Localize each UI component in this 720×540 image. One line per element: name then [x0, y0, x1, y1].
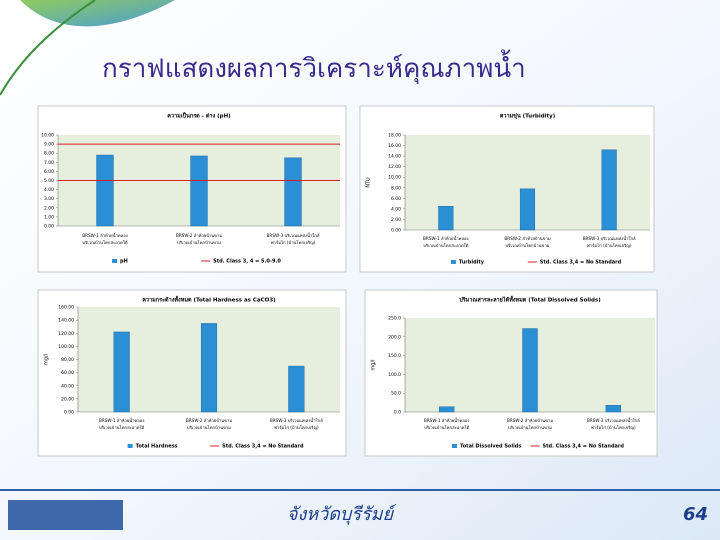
- chart-title: ความกระด้างทั้งหมด (Total Hardness as Ca…: [142, 295, 276, 304]
- y-axis-label: mg/l: [371, 359, 377, 370]
- x-tick-label: บริเวณบ้านโคกสะอาดใต้: [424, 424, 469, 430]
- y-tick-label: 4.00: [391, 206, 401, 212]
- y-tick-label: 2.00: [391, 217, 401, 223]
- x-tick-label: ฟาร์มไก่ (บ้านโคกเจริญ): [271, 239, 316, 245]
- bar: [200, 323, 218, 413]
- bar: [601, 149, 617, 231]
- y-tick-label: 60.00: [61, 370, 74, 376]
- legend-label: Std. Class 3, 4 = 5.0-9.0: [213, 259, 281, 265]
- legend-label: pH: [120, 259, 128, 265]
- y-tick-label: 5.00: [44, 178, 54, 184]
- stem: [0, 0, 96, 96]
- legend-swatch: [452, 444, 457, 448]
- y-tick-label: 150.0: [388, 353, 401, 359]
- y-tick-label: 40.00: [61, 383, 74, 389]
- chart-title: ความเป็นกรด - ด่าง (pH): [167, 112, 231, 120]
- y-tick-label: 50.0: [391, 391, 401, 397]
- y-tick-label: 0.00: [64, 410, 74, 416]
- slide-title: กราฟแสดงผลการวิเคราะห์คุณภาพน้ำ: [102, 49, 526, 84]
- y-tick-label: 8.00: [44, 151, 54, 157]
- y-tick-label: 250.0: [388, 316, 401, 322]
- bar: [605, 405, 622, 413]
- x-tick-label: BRSW-1 ลำห้วยน้ำคลอง: [82, 232, 128, 238]
- x-tick-label: BRSW-2 ลำห้วยบ้านขาม: [507, 418, 553, 423]
- legend-label: Std. Class 3,4 = No Standard: [543, 444, 625, 450]
- x-tick-label: BRSW-3 บริเวณแหล่งน้ำใกล้: [270, 417, 323, 423]
- y-tick-label: 160.00: [58, 305, 74, 311]
- y-tick-label: 1.00: [44, 214, 54, 220]
- page-number: 64: [683, 504, 708, 525]
- y-tick-label: 12.00: [388, 164, 401, 170]
- y-tick-label: 8.00: [391, 185, 401, 191]
- x-tick-label: บริเวณบ้านโคกบ้านขาม: [506, 243, 550, 248]
- legend-swatch: [450, 260, 456, 264]
- y-axis-label: NTU: [366, 177, 372, 188]
- x-tick-label: BRSW-2 ลำห้วยบ้านขาม: [186, 418, 232, 423]
- legend-label: Std. Class 3,4 = No Standard: [540, 260, 622, 266]
- y-tick-label: 6.00: [44, 169, 54, 175]
- y-axis-label: mg/l: [44, 354, 50, 365]
- y-tick-label: 140.00: [58, 318, 74, 324]
- y-tick-label: 16.00: [388, 143, 401, 149]
- bar: [519, 188, 536, 231]
- bar: [522, 328, 538, 413]
- legend-label: Total Hardness: [136, 444, 178, 450]
- x-tick-label: BRSW-2 ลำห้วยบ้านขาม: [176, 233, 222, 238]
- y-tick-label: 10.00: [388, 175, 401, 181]
- y-tick-label: 3.00: [44, 196, 54, 202]
- x-tick-label: บริเวณบ้านโคกสะอาดใต้: [423, 242, 468, 248]
- x-tick-label: BRSW-3 บริเวณแหล่งน้ำใกล้: [583, 235, 636, 241]
- y-tick-label: 18.00: [388, 133, 401, 139]
- bar: [96, 154, 114, 227]
- x-tick-label: บริเวณบ้านโคกบ้านขาม: [187, 425, 231, 430]
- x-tick-label: บริเวณบ้านโคกสะอาดใต้: [82, 239, 127, 245]
- legend-label: Turbidity: [459, 260, 485, 266]
- y-tick-label: 4.00: [44, 187, 54, 193]
- x-tick-label: BRSW-2 ลำห้วยบ้านขาม: [504, 236, 550, 241]
- bar: [288, 365, 305, 413]
- logo: [8, 500, 123, 530]
- x-tick-label: บริเวณบ้านโคกสะอาดใต้: [99, 424, 144, 430]
- bar: [113, 331, 130, 413]
- footer-text: จังหวัดบุรีรัมย์: [287, 504, 397, 525]
- bar: [438, 206, 454, 231]
- y-tick-label: 200.0: [388, 334, 401, 340]
- bar: [190, 155, 208, 227]
- bar: [284, 157, 302, 227]
- x-tick-label: ฟาร์มไก่ (บ้านโคกเจริญ): [591, 424, 636, 430]
- bar: [438, 406, 455, 413]
- y-tick-label: 9.00: [44, 142, 54, 148]
- y-tick-label: 80.00: [61, 357, 74, 363]
- leaf: [20, 0, 175, 27]
- legend-label: Total Dissolved Solids: [460, 444, 521, 450]
- y-tick-label: 0.0: [394, 410, 401, 416]
- y-tick-label: 10.00: [41, 133, 54, 139]
- x-tick-label: BRSW-1 ลำห้วยน้ำคลอง: [424, 417, 470, 423]
- x-tick-label: BRSW-3 บริเวณแหล่งน้ำใกล้: [267, 232, 320, 238]
- x-tick-label: บริเวณบ้านโคกบ้านขาม: [177, 240, 221, 245]
- x-tick-label: บริเวณบ้านโคกบ้านขาม: [508, 425, 552, 430]
- y-tick-label: 6.00: [391, 196, 401, 202]
- y-tick-label: 0.00: [44, 224, 54, 230]
- y-tick-label: 7.00: [44, 160, 54, 166]
- y-tick-label: 100.0: [388, 372, 401, 378]
- y-tick-label: 2.00: [44, 205, 54, 211]
- x-tick-label: ฟาร์มไก่ (บ้านโคกเจริญ): [274, 424, 319, 430]
- legend-swatch: [112, 259, 118, 263]
- y-tick-label: 0.00: [391, 228, 401, 234]
- x-tick-label: BRSW-1 ลำห้วยน้ำคลอง: [99, 417, 145, 423]
- y-tick-label: 100.00: [58, 344, 74, 350]
- y-tick-label: 14.00: [388, 154, 401, 160]
- x-tick-label: ฟาร์มไก่ (บ้านโคกเจริญ): [587, 242, 632, 248]
- y-tick-label: 120.00: [58, 331, 74, 337]
- chart-title: ปริมาณสารละลายได้ทั้งหมด (Total Dissolve…: [459, 295, 601, 304]
- x-tick-label: BRSW-3 บริเวณแหล่งน้ำใกล้: [587, 417, 640, 423]
- legend-swatch: [127, 444, 133, 448]
- legend-label: Std. Class 3,4 = No Standard: [222, 444, 304, 450]
- chart-title: ความขุ่น (Turbidity): [500, 113, 556, 120]
- y-tick-label: 20.00: [61, 396, 74, 402]
- x-tick-label: BRSW-1 ลำห้วยน้ำคลอง: [423, 235, 469, 241]
